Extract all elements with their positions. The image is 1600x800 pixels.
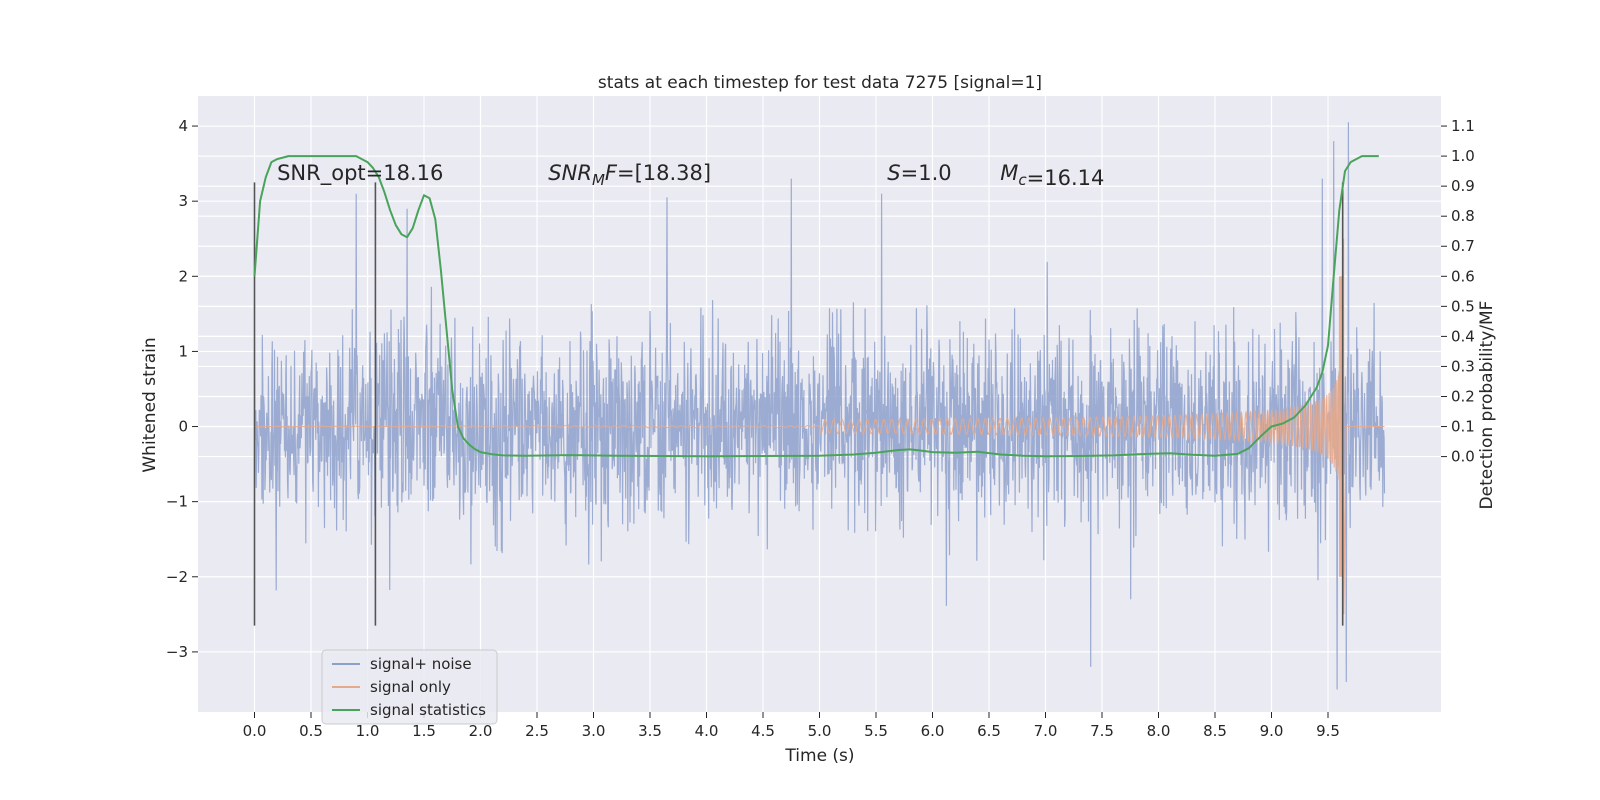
annotation-3: Mc=16.14 — [1000, 161, 1104, 190]
x-tick-label: 9.0 — [1260, 722, 1284, 740]
y2-tick-label: 1.1 — [1451, 117, 1475, 135]
x-tick-label: 5.0 — [808, 722, 832, 740]
y2-tick-label: 0.2 — [1451, 387, 1475, 405]
y2-tick-label: 0.8 — [1451, 207, 1475, 225]
annotation-1: SNRMF=[18.38] — [548, 161, 711, 189]
x-tick-label: 6.5 — [977, 722, 1001, 740]
x-tick-label: 9.5 — [1316, 722, 1340, 740]
vertical-markers — [253, 182, 1344, 626]
y-tick-label: 3 — [178, 192, 188, 210]
legend-entry: signal only — [370, 678, 451, 696]
y-tick-label: 2 — [178, 267, 188, 285]
chart-title: stats at each timestep for test data 727… — [598, 73, 1042, 93]
x-tick-label: 1.5 — [412, 722, 436, 740]
y-tick-label: −1 — [166, 493, 188, 511]
y2-tick-label: 0.3 — [1451, 357, 1475, 375]
x-tick-label: 7.0 — [1034, 722, 1058, 740]
x-tick-label: 3.5 — [638, 722, 662, 740]
series-signal-noise — [253, 122, 1386, 690]
x-tick-label: 0.5 — [299, 722, 323, 740]
series-signal-statistics — [253, 155, 1379, 458]
y2-tick-label: 0.1 — [1451, 418, 1475, 436]
x-tick-label: 7.5 — [1090, 722, 1114, 740]
noise-line — [253, 122, 1386, 690]
y-tick-label: 1 — [178, 342, 188, 360]
series-signal-only — [254, 238, 1385, 615]
x-tick-label: 3.0 — [582, 722, 606, 740]
y2-tick-label: 0.6 — [1451, 267, 1475, 285]
legend-box — [321, 649, 498, 725]
y2-tick-label: 0.5 — [1451, 297, 1475, 315]
x-tick-label: 0.0 — [243, 722, 267, 740]
x-axis-label: Time (s) — [784, 746, 854, 766]
y-axis-label: Whitened strain — [140, 337, 160, 472]
x-tick-label: 5.5 — [864, 722, 888, 740]
y2-tick-label: 0.0 — [1451, 448, 1475, 466]
legend-entry: signal statistics — [370, 701, 486, 719]
y-tick-label: 4 — [178, 117, 188, 135]
y2-tick-label: 0.9 — [1451, 177, 1475, 195]
chirp-line — [254, 238, 1385, 615]
legend-entry: signal+ noise — [370, 655, 472, 673]
axes: 0.0 0.5 1.0 1.5 2.0 2.5 3.0 3.5 4.0 4.5 5.0 5.5 6.0 6… — [166, 117, 1475, 740]
y-tick-label: −3 — [166, 643, 188, 661]
y2-tick-label: 0.7 — [1451, 237, 1475, 255]
y2-tick-label: 1.0 — [1451, 147, 1475, 165]
y-tick-label: −2 — [166, 568, 188, 586]
annotation-2: S=1.0 — [887, 161, 951, 185]
x-tick-label: 8.0 — [1147, 722, 1171, 740]
x-tick-label: 1.0 — [356, 722, 380, 740]
x-tick-label: 4.5 — [751, 722, 775, 740]
x-tick-label: 2.5 — [525, 722, 549, 740]
y2-axis-label: Detection probability/MF — [1477, 301, 1497, 510]
statistics-line — [253, 155, 1379, 458]
annotations: SNR_opt=18.16 SNRMF=[18.38] S=1.0 Mc=16.14 — [277, 161, 1104, 190]
x-tick-label: 6.0 — [921, 722, 945, 740]
x-tick-label: 4.0 — [695, 722, 719, 740]
annotation-0: SNR_opt=18.16 — [277, 161, 443, 186]
x-tick-label: 8.5 — [1203, 722, 1227, 740]
y2-tick-label: 0.4 — [1451, 327, 1475, 345]
x-tick-label: 2.0 — [469, 722, 493, 740]
y-tick-label: 0 — [178, 418, 188, 436]
legend: signal+ noise signal only signal statistic… — [321, 649, 498, 725]
